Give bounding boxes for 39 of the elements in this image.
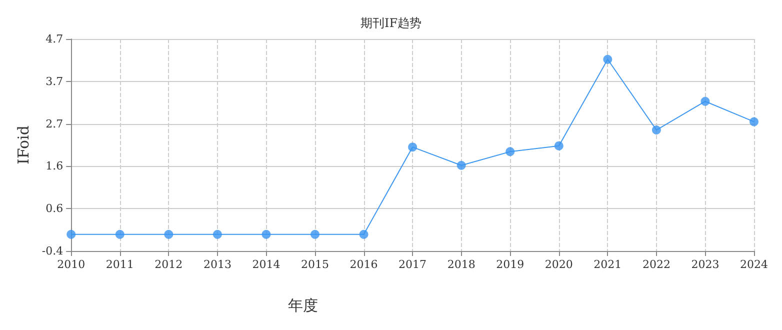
x-tick-label: 2011 xyxy=(106,258,134,271)
y-tick-label: 3.7 xyxy=(46,74,64,88)
x-tick-label: 2016 xyxy=(350,258,378,271)
x-tick-label: 2017 xyxy=(398,258,427,271)
x-tick-label: 2015 xyxy=(301,258,329,271)
y-axis-title: IFoid xyxy=(14,125,32,164)
y-tick-label: 0.6 xyxy=(46,202,64,216)
x-tick-label: 2013 xyxy=(203,258,232,271)
point xyxy=(164,230,174,239)
x-tick-label: 2010 xyxy=(57,258,86,271)
point xyxy=(554,141,564,150)
point xyxy=(359,230,368,239)
x-tick-label: 2022 xyxy=(642,258,670,271)
y-tick-label: 4.7 xyxy=(46,32,64,46)
x-tick-label: 2019 xyxy=(496,258,524,271)
point xyxy=(750,117,758,126)
y-tick-label: 1.6 xyxy=(46,160,64,173)
point xyxy=(652,126,661,135)
point xyxy=(700,96,710,106)
point xyxy=(456,160,466,170)
x-axis-title: 年度 xyxy=(288,296,318,314)
point xyxy=(262,230,271,239)
x-tick-label: 2023 xyxy=(691,258,720,271)
x-tick-label: 2020 xyxy=(544,258,573,271)
x-tick-label: 2014 xyxy=(252,258,280,271)
y-tick-label: 2.7 xyxy=(46,117,64,130)
y-tick-label: -0.4 xyxy=(42,244,64,258)
point xyxy=(603,54,612,64)
x-tick-label: 2018 xyxy=(447,258,476,271)
x-tick-label: 2021 xyxy=(594,258,622,271)
chart-title: 期刊IF趋势 xyxy=(360,16,422,30)
point xyxy=(115,230,124,239)
point xyxy=(212,230,222,239)
point xyxy=(408,142,418,152)
x-tick-label: 2012 xyxy=(154,258,183,271)
point xyxy=(66,230,76,239)
x-tick-label: 2024 xyxy=(740,258,768,271)
point xyxy=(310,230,320,239)
point xyxy=(506,147,515,156)
